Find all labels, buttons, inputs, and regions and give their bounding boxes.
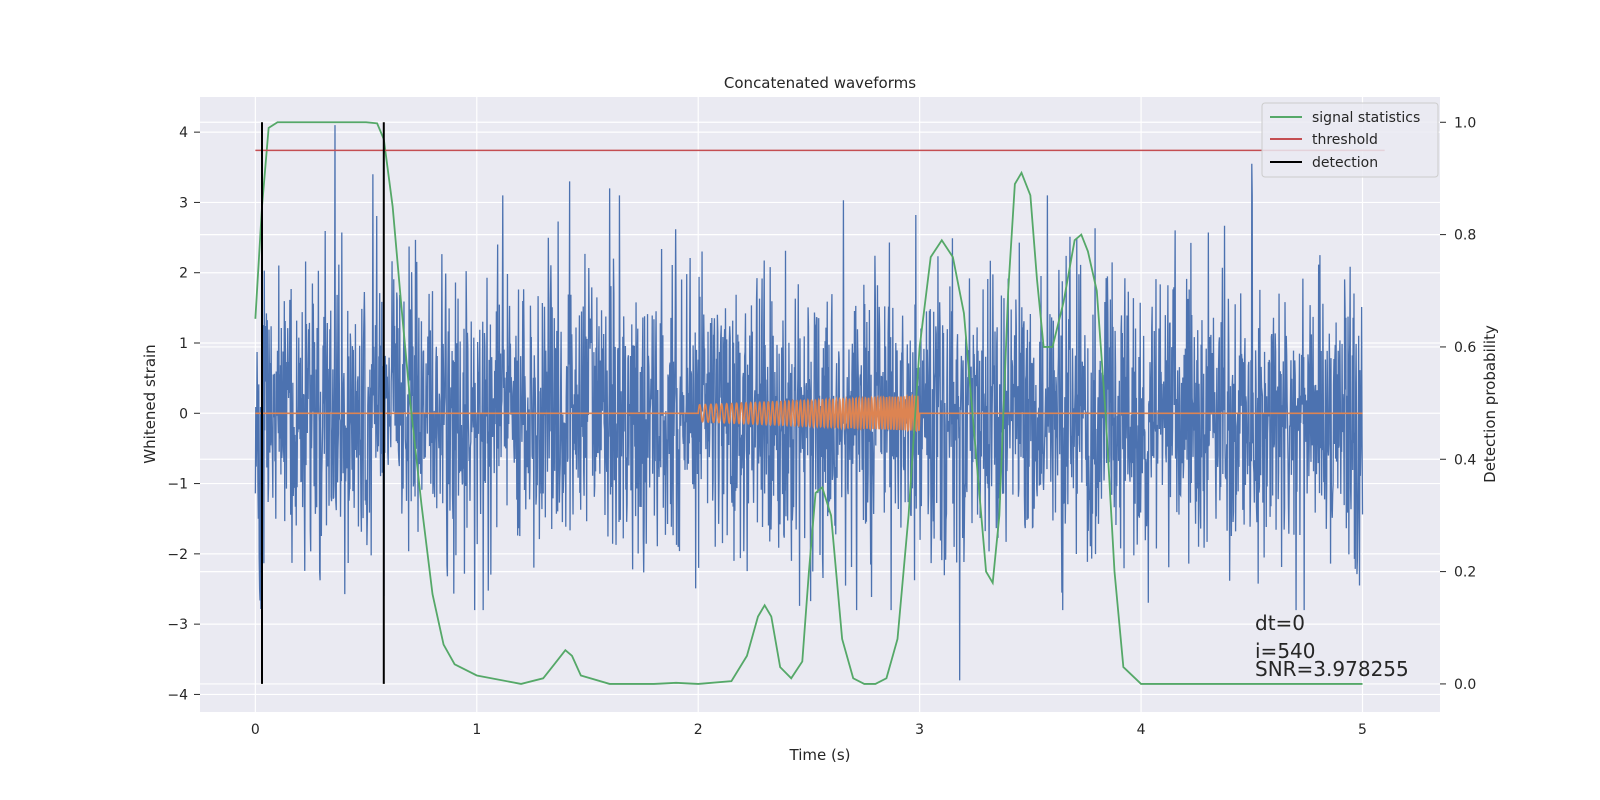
y-tick-label: 4 bbox=[179, 125, 188, 141]
x-tick-label: 1 bbox=[472, 722, 481, 738]
annotation-dt: dt=0 bbox=[1255, 611, 1305, 635]
y-right-tick-label: 0.0 bbox=[1454, 677, 1476, 693]
y-axis-label: Whitened strain bbox=[141, 344, 159, 463]
y-tick-label: 2 bbox=[179, 266, 188, 282]
x-tick-label: 4 bbox=[1137, 722, 1146, 738]
legend: signal statistics threshold detection bbox=[1261, 102, 1439, 178]
plot-area bbox=[254, 121, 1385, 685]
legend-box bbox=[1261, 102, 1439, 178]
legend-label-signal-statistics: signal statistics bbox=[1312, 110, 1420, 126]
legend-label-threshold: threshold bbox=[1312, 132, 1378, 148]
legend-label-detection: detection bbox=[1312, 155, 1378, 171]
y-tick-label: −3 bbox=[167, 617, 188, 633]
y-right-tick-label: 1.0 bbox=[1454, 115, 1476, 131]
x-tick-label: 5 bbox=[1358, 722, 1367, 738]
detection-lines bbox=[261, 122, 385, 684]
x-axis-label: Time (s) bbox=[789, 746, 851, 764]
y-tick-label: −2 bbox=[167, 547, 188, 563]
template-series-line bbox=[255, 393, 1363, 433]
y-tick-label: 3 bbox=[179, 195, 188, 211]
y-tick-label: −1 bbox=[167, 477, 188, 493]
x-tick-label: 2 bbox=[694, 722, 703, 738]
signal-statistics-line bbox=[254, 121, 1363, 685]
y-tick-label: 1 bbox=[179, 336, 188, 352]
x-tick-label: 3 bbox=[915, 722, 924, 738]
y-right-tick-label: 0.4 bbox=[1454, 452, 1476, 468]
y-right-tick-label: 0.6 bbox=[1454, 340, 1476, 356]
y-right-tick-label: 0.2 bbox=[1454, 565, 1476, 581]
x-tick-label: 0 bbox=[251, 722, 260, 738]
chart-title: Concatenated waveforms bbox=[724, 74, 916, 92]
annotation-snr: SNR=3.978255 bbox=[1255, 657, 1409, 681]
y-tick-label: 0 bbox=[179, 406, 188, 422]
annotation-i: i=540 bbox=[1255, 639, 1316, 663]
y-right-axis-label: Detection probability bbox=[1481, 325, 1499, 483]
y-right-axis-ticks: 0.0 0.2 0.4 0.6 0.8 1.0 bbox=[1440, 115, 1476, 693]
y-right-tick-label: 0.8 bbox=[1454, 228, 1476, 244]
y-axis-ticks: −4 −3 −2 −1 0 1 2 3 4 bbox=[167, 125, 200, 703]
y-tick-label: −4 bbox=[167, 687, 188, 703]
x-axis-ticks: 0 1 2 3 4 5 bbox=[251, 722, 1367, 738]
